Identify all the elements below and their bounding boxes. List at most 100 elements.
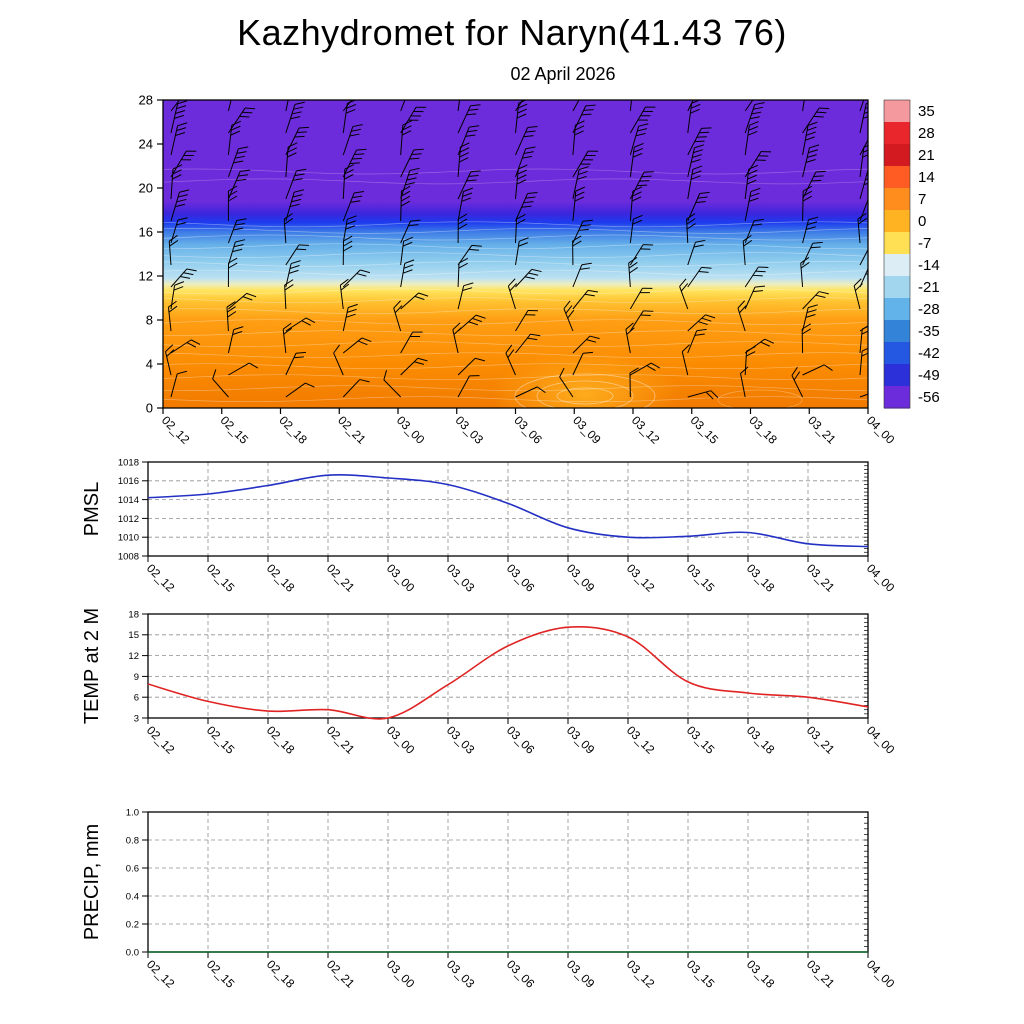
- svg-text:03_12: 03_12: [624, 561, 658, 595]
- svg-text:-49: -49: [918, 367, 940, 384]
- svg-text:1.0: 1.0: [126, 807, 139, 818]
- svg-text:03_21: 03_21: [805, 413, 839, 447]
- svg-text:12: 12: [139, 269, 153, 284]
- temp-at-2m-panel: 3 6 9 12 15 18 02_12 02_15 02_18 02_21 03_00 03_03 0…: [81, 608, 898, 757]
- svg-text:03_09: 03_09: [564, 723, 598, 757]
- svg-text:03_06: 03_06: [511, 413, 545, 447]
- svg-text:9: 9: [134, 672, 139, 683]
- svg-text:24: 24: [139, 137, 153, 152]
- svg-text:-14: -14: [918, 257, 940, 274]
- svg-text:16: 16: [139, 225, 153, 240]
- svg-text:02_21: 02_21: [324, 561, 358, 595]
- svg-text:03_03: 03_03: [444, 957, 478, 991]
- svg-text:0.0: 0.0: [126, 947, 139, 958]
- svg-text:12: 12: [128, 651, 139, 662]
- svg-text:03_18: 03_18: [744, 561, 778, 595]
- svg-text:03_12: 03_12: [629, 413, 663, 447]
- svg-text:02_18: 02_18: [264, 561, 298, 595]
- svg-text:03_18: 03_18: [744, 723, 778, 757]
- svg-text:-28: -28: [918, 301, 940, 318]
- svg-text:03_21: 03_21: [804, 723, 838, 757]
- svg-text:1012: 1012: [118, 514, 139, 525]
- svg-text:03_00: 03_00: [384, 957, 418, 991]
- svg-text:04_00: 04_00: [864, 957, 898, 991]
- temp-at-2m-line: [147, 626, 869, 720]
- svg-text:03_12: 03_12: [624, 723, 658, 757]
- svg-text:02_18: 02_18: [264, 957, 298, 991]
- svg-text:03_18: 03_18: [746, 413, 780, 447]
- svg-text:02_18: 02_18: [264, 723, 298, 757]
- svg-text:0: 0: [146, 401, 153, 416]
- svg-text:02_12: 02_12: [159, 413, 193, 447]
- svg-text:02_21: 02_21: [324, 723, 358, 757]
- svg-text:03_00: 03_00: [384, 561, 418, 595]
- svg-text:03_06: 03_06: [504, 561, 538, 595]
- svg-text:20: 20: [139, 181, 153, 196]
- svg-text:03_15: 03_15: [684, 561, 718, 595]
- svg-text:0: 0: [918, 213, 926, 230]
- svg-text:02_12: 02_12: [144, 561, 178, 595]
- svg-text:-7: -7: [918, 235, 931, 252]
- svg-text:03_09: 03_09: [564, 561, 598, 595]
- svg-text:03_03: 03_03: [444, 561, 478, 595]
- svg-text:8: 8: [146, 313, 153, 328]
- precip-ylabel: PRECIP, mm: [81, 824, 103, 940]
- svg-text:21: 21: [918, 147, 935, 164]
- svg-text:0.6: 0.6: [126, 863, 139, 874]
- temp-at-2m-ylabel: TEMP at 2 M: [81, 608, 103, 724]
- svg-text:1010: 1010: [118, 533, 139, 544]
- svg-text:03_03: 03_03: [453, 413, 487, 447]
- svg-text:28: 28: [139, 93, 153, 108]
- svg-text:03_15: 03_15: [684, 723, 718, 757]
- svg-text:15: 15: [128, 630, 139, 641]
- svg-text:02_18: 02_18: [276, 413, 310, 447]
- svg-text:0.4: 0.4: [126, 891, 139, 902]
- svg-text:03_09: 03_09: [564, 957, 598, 991]
- svg-text:1014: 1014: [118, 495, 139, 506]
- svg-text:02_12: 02_12: [144, 957, 178, 991]
- svg-text:03_15: 03_15: [684, 957, 718, 991]
- svg-text:28: 28: [918, 125, 935, 142]
- svg-text:03_03: 03_03: [444, 723, 478, 757]
- svg-text:03_06: 03_06: [504, 723, 538, 757]
- svg-text:02_21: 02_21: [324, 957, 358, 991]
- svg-text:03_00: 03_00: [394, 413, 428, 447]
- svg-text:02_21: 02_21: [335, 413, 369, 447]
- svg-text:35: 35: [918, 103, 935, 120]
- date-subtitle: 02 April 2026: [510, 64, 616, 84]
- svg-text:04_00: 04_00: [864, 561, 898, 595]
- svg-text:7: 7: [918, 191, 926, 208]
- svg-text:3: 3: [134, 713, 139, 724]
- svg-text:04_00: 04_00: [864, 723, 898, 757]
- svg-text:02_15: 02_15: [204, 957, 238, 991]
- svg-text:1016: 1016: [118, 476, 139, 487]
- svg-text:4: 4: [146, 357, 153, 372]
- svg-text:-21: -21: [918, 279, 940, 296]
- temperature-colorbar: 35 28 21 14 7 0 -7 -14 -21 -28 -35 -42 -49 -56: [883, 99, 940, 409]
- svg-text:02_12: 02_12: [144, 723, 178, 757]
- profile-panel: 0 4 8 12 16 20 24 28 02_12 02_15 02_18 02_21 03_00 03…: [139, 93, 898, 447]
- svg-text:1008: 1008: [118, 551, 139, 562]
- svg-text:1018: 1018: [118, 457, 139, 468]
- wind-barbs: [165, 100, 868, 400]
- svg-text:02_15: 02_15: [204, 723, 238, 757]
- svg-text:14: 14: [918, 169, 935, 186]
- svg-text:02_15: 02_15: [218, 413, 252, 447]
- svg-text:03_21: 03_21: [804, 957, 838, 991]
- svg-text:18: 18: [128, 609, 139, 620]
- svg-text:0.8: 0.8: [126, 835, 139, 846]
- precip-panel: 0.0 0.2 0.4 0.6 0.8 1.0 02_12 02_15 02_18 02_21 03…: [81, 807, 898, 991]
- surface-warm-anomaly: [490, 352, 803, 408]
- svg-text:0.2: 0.2: [126, 919, 139, 930]
- svg-text:02_15: 02_15: [204, 561, 238, 595]
- pmsl-ylabel: PMSL: [81, 482, 103, 536]
- svg-text:03_21: 03_21: [804, 561, 838, 595]
- svg-text:03_00: 03_00: [384, 723, 418, 757]
- svg-text:6: 6: [134, 693, 139, 704]
- svg-text:-42: -42: [918, 345, 940, 362]
- svg-text:03_12: 03_12: [624, 957, 658, 991]
- svg-text:03_15: 03_15: [688, 413, 722, 447]
- svg-text:-35: -35: [918, 323, 940, 340]
